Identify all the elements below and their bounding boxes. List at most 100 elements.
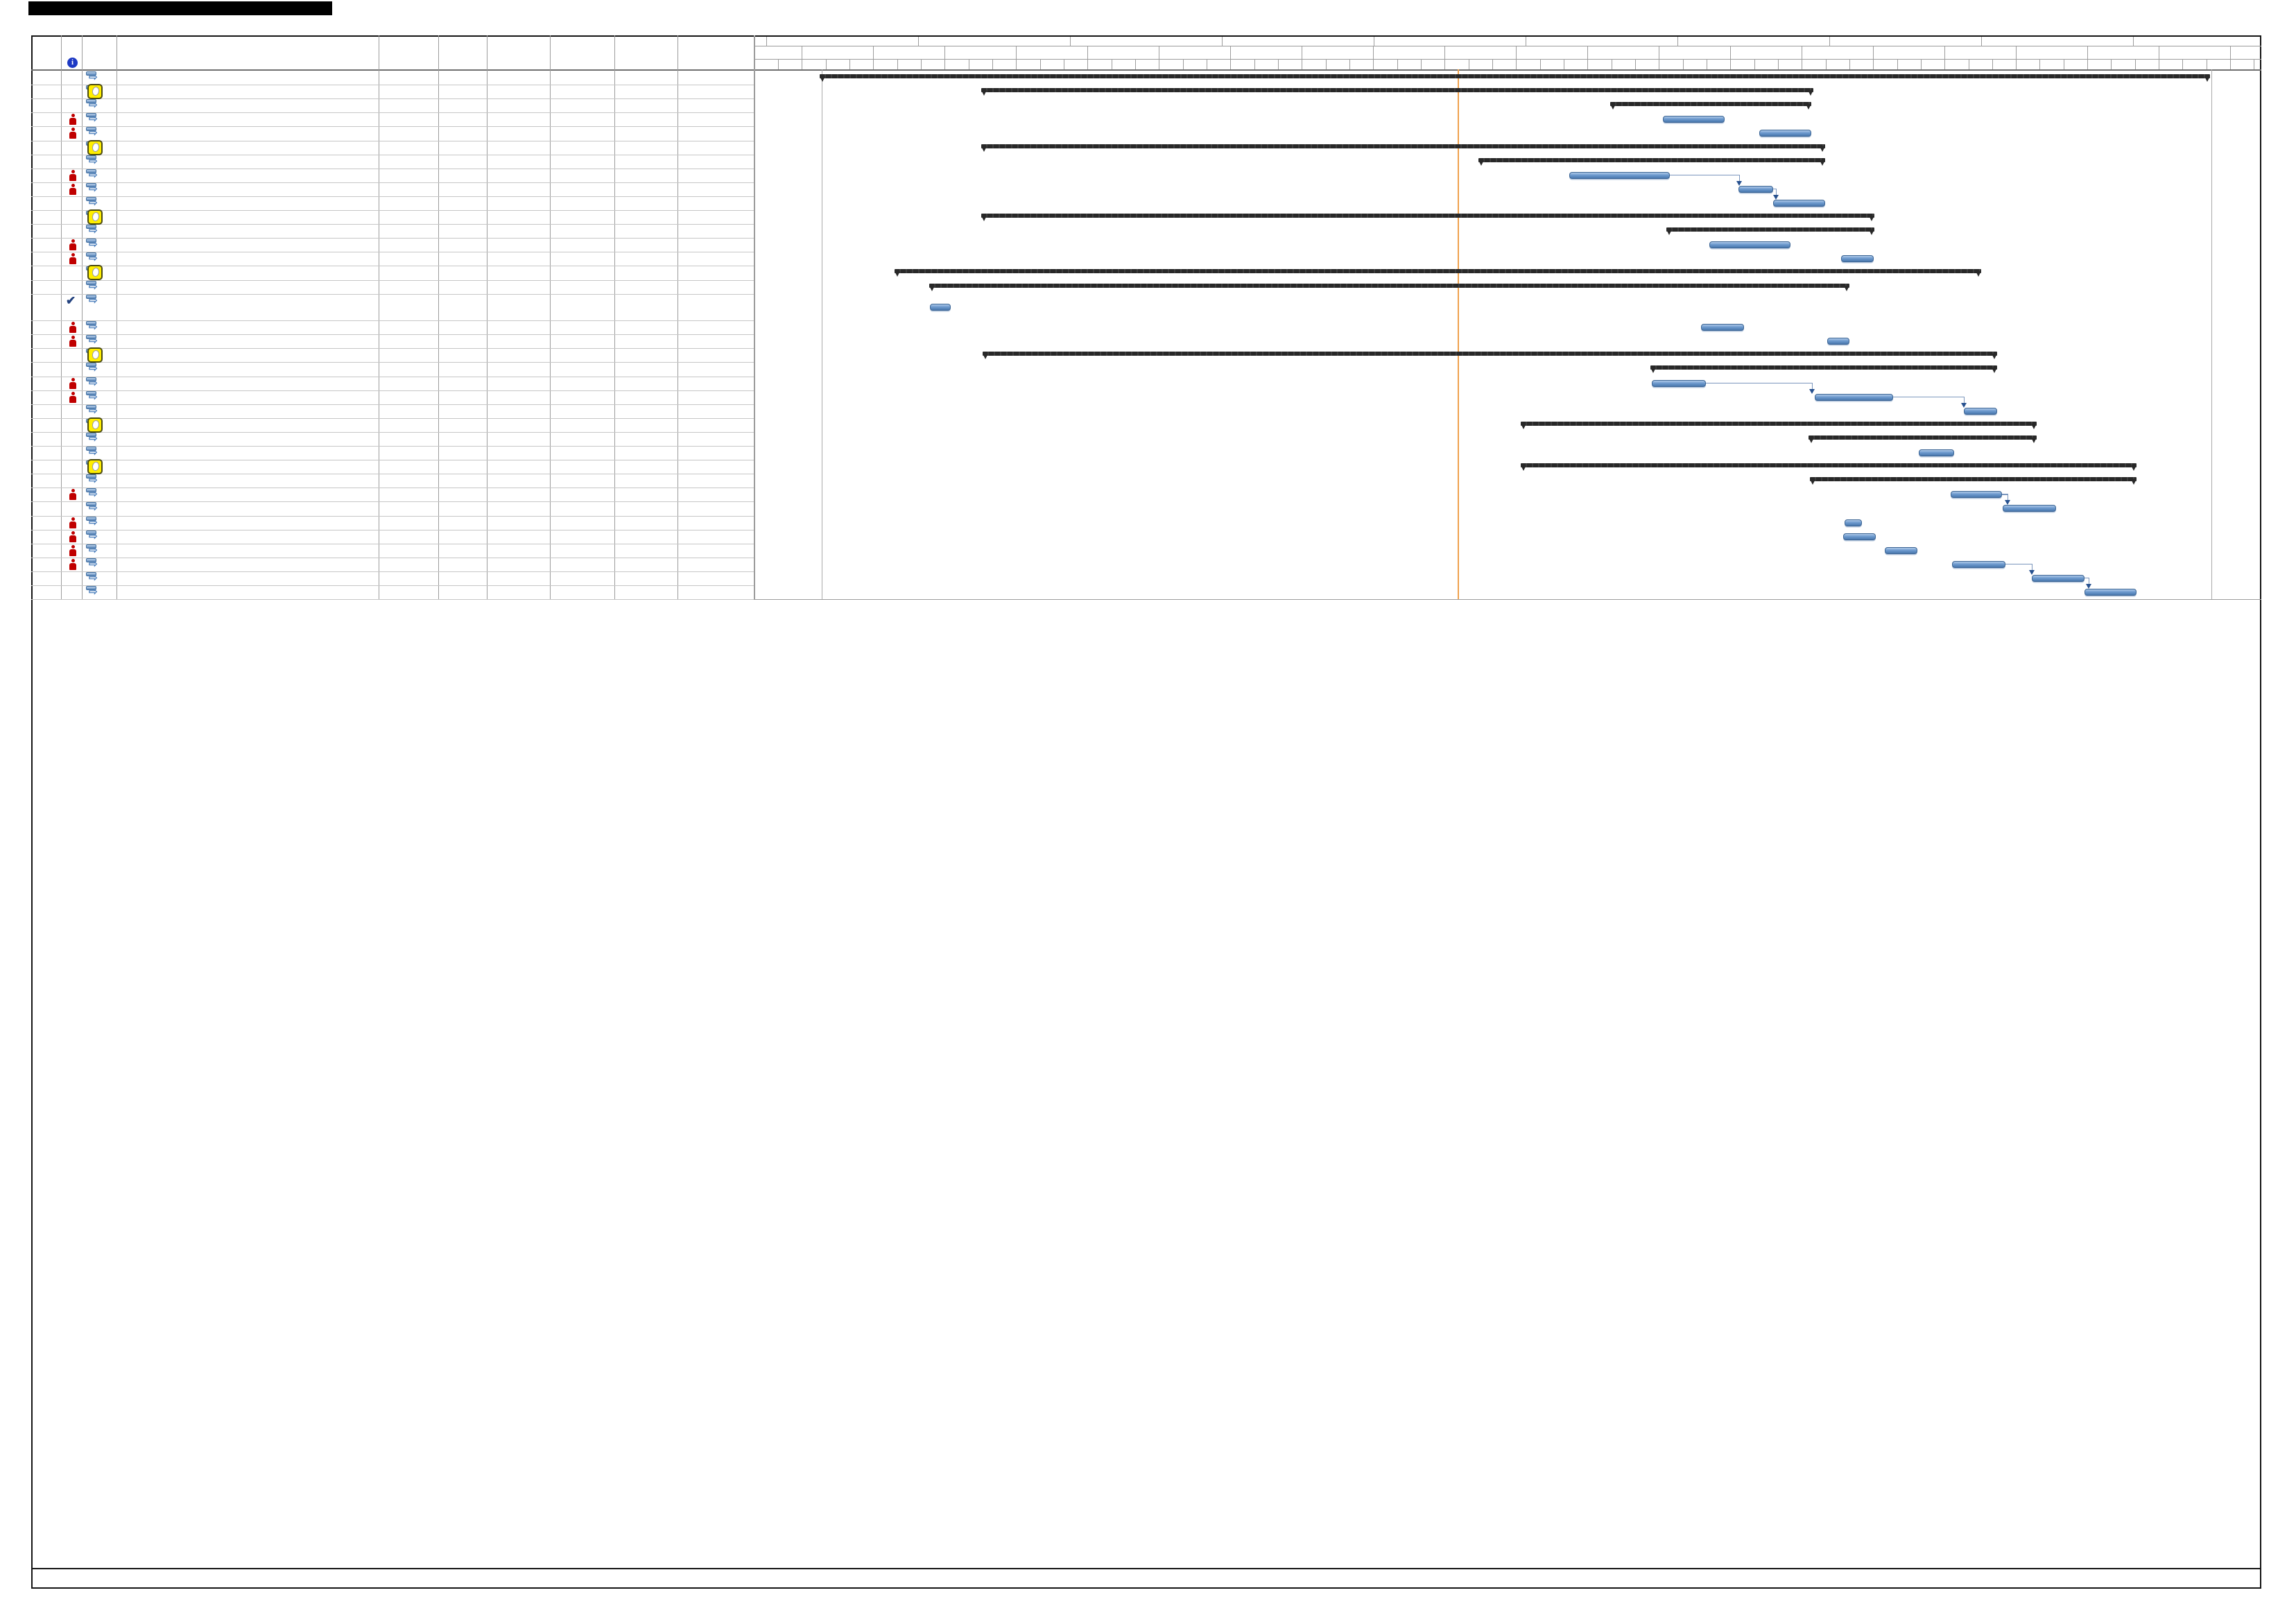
- table-row[interactable]: [31, 432, 754, 446]
- gantt-task-bar[interactable]: [1952, 560, 2005, 568]
- table-row[interactable]: [31, 460, 754, 474]
- gantt-task-bar[interactable]: [2032, 574, 2084, 582]
- table-row[interactable]: [31, 571, 754, 585]
- table-row[interactable]: [31, 169, 754, 182]
- gantt-task-bar[interactable]: [1919, 449, 1954, 457]
- table-chart-divider[interactable]: [754, 35, 755, 599]
- gantt-summary-bar[interactable]: [1650, 365, 1997, 370]
- gantt-summary-bar[interactable]: [895, 269, 1981, 274]
- note-icon[interactable]: [87, 265, 103, 281]
- note-icon[interactable]: [87, 209, 103, 225]
- table-row[interactable]: [31, 224, 754, 238]
- gantt-task-bar[interactable]: [930, 303, 951, 311]
- overallocated-resource-icon[interactable]: [69, 558, 76, 570]
- gantt-summary-bar[interactable]: [929, 283, 1849, 288]
- gantt-task-bar[interactable]: [1843, 533, 1876, 540]
- table-row[interactable]: [31, 446, 754, 460]
- overallocated-resource-icon[interactable]: [69, 169, 76, 181]
- gantt-task-bar[interactable]: [1569, 171, 1670, 179]
- gantt-summary-bar[interactable]: [1521, 463, 2137, 468]
- gantt-task-bar[interactable]: [1663, 116, 1725, 123]
- gantt-summary-bar[interactable]: [981, 88, 1813, 93]
- overallocated-resource-icon[interactable]: [69, 128, 76, 139]
- table-row[interactable]: [31, 348, 754, 362]
- table-row[interactable]: [31, 488, 754, 501]
- overallocated-resource-icon[interactable]: [69, 530, 76, 542]
- gantt-task-bar[interactable]: [1841, 255, 1874, 263]
- overallocated-resource-icon[interactable]: [69, 489, 76, 501]
- timescale-bottom-tier-tick: [1944, 59, 1946, 69]
- note-icon[interactable]: [87, 417, 103, 433]
- table-row[interactable]: [31, 474, 754, 488]
- person-head: [71, 239, 75, 243]
- note-icon[interactable]: [87, 84, 103, 100]
- gantt-task-bar[interactable]: [1964, 407, 1997, 415]
- gantt-summary-bar[interactable]: [983, 352, 1997, 356]
- table-row[interactable]: [31, 418, 754, 432]
- table-row[interactable]: [31, 585, 754, 599]
- table-row[interactable]: [31, 404, 754, 418]
- table-row[interactable]: [31, 362, 754, 376]
- overallocated-resource-icon[interactable]: [69, 336, 76, 347]
- overallocated-resource-icon[interactable]: [69, 377, 76, 389]
- table-row[interactable]: [31, 280, 754, 294]
- overallocated-resource-icon[interactable]: [69, 114, 76, 126]
- overallocated-resource-icon[interactable]: [69, 517, 76, 528]
- overallocated-resource-icon[interactable]: [69, 544, 76, 556]
- gantt-summary-bar[interactable]: [1478, 157, 1825, 162]
- gantt-summary-bar[interactable]: [1809, 435, 2037, 440]
- gantt-task-bar[interactable]: [1759, 130, 1811, 137]
- table-row[interactable]: [31, 238, 754, 252]
- overallocated-resource-icon[interactable]: [69, 239, 76, 251]
- table-row[interactable]: [31, 266, 754, 279]
- gantt-task-bar[interactable]: [1738, 185, 1773, 193]
- gantt-summary-bar[interactable]: [981, 144, 1825, 148]
- table-row[interactable]: [31, 294, 754, 321]
- overallocated-resource-icon[interactable]: [69, 183, 76, 195]
- table-row[interactable]: [31, 320, 754, 334]
- table-row[interactable]: [31, 377, 754, 390]
- table-row[interactable]: [31, 196, 754, 210]
- table-row[interactable]: [31, 182, 754, 196]
- gantt-task-bar[interactable]: [2084, 589, 2137, 596]
- note-icon[interactable]: [87, 139, 103, 155]
- table-row[interactable]: [31, 112, 754, 126]
- gantt-summary-bar[interactable]: [1666, 227, 1874, 232]
- table-row[interactable]: [31, 558, 754, 571]
- table-row[interactable]: [31, 544, 754, 558]
- gantt-task-bar[interactable]: [1885, 546, 1917, 554]
- gantt-summary-bar[interactable]: [981, 214, 1874, 218]
- table-row[interactable]: [31, 252, 754, 266]
- table-row[interactable]: [31, 501, 754, 515]
- gantt-task-bar[interactable]: [1951, 491, 2002, 499]
- note-icon[interactable]: [87, 459, 103, 475]
- table-row[interactable]: [31, 210, 754, 224]
- table-row[interactable]: [31, 390, 754, 404]
- table-row[interactable]: [31, 71, 754, 85]
- gantt-task-bar[interactable]: [1845, 519, 1862, 526]
- gantt-summary-bar[interactable]: [1810, 477, 2137, 482]
- table-row[interactable]: [31, 530, 754, 544]
- gantt-summary-bar[interactable]: [1521, 421, 2037, 426]
- note-icon[interactable]: [87, 347, 103, 363]
- gantt-task-bar[interactable]: [1815, 393, 1893, 401]
- overallocated-resource-icon[interactable]: [69, 391, 76, 403]
- table-row[interactable]: [31, 516, 754, 530]
- table-row[interactable]: [31, 334, 754, 348]
- gantt-task-bar[interactable]: [1709, 241, 1790, 249]
- gantt-task-bar[interactable]: [1827, 338, 1849, 345]
- table-row[interactable]: [31, 98, 754, 112]
- table-row[interactable]: [31, 126, 754, 140]
- table-row[interactable]: [31, 85, 754, 98]
- gantt-task-bar[interactable]: [1773, 199, 1825, 207]
- gantt-task-bar[interactable]: [1652, 379, 1706, 387]
- table-row[interactable]: [31, 155, 754, 169]
- gantt-summary-bar[interactable]: [820, 74, 2210, 79]
- gantt-task-bar[interactable]: [2003, 505, 2056, 512]
- table-row[interactable]: [31, 141, 754, 155]
- gantt-task-bar[interactable]: [1701, 324, 1744, 331]
- task-mode-arrow-icon: ⇨: [89, 182, 98, 195]
- overallocated-resource-icon[interactable]: [69, 253, 76, 265]
- overallocated-resource-icon[interactable]: [69, 322, 76, 334]
- gantt-summary-bar[interactable]: [1610, 102, 1811, 107]
